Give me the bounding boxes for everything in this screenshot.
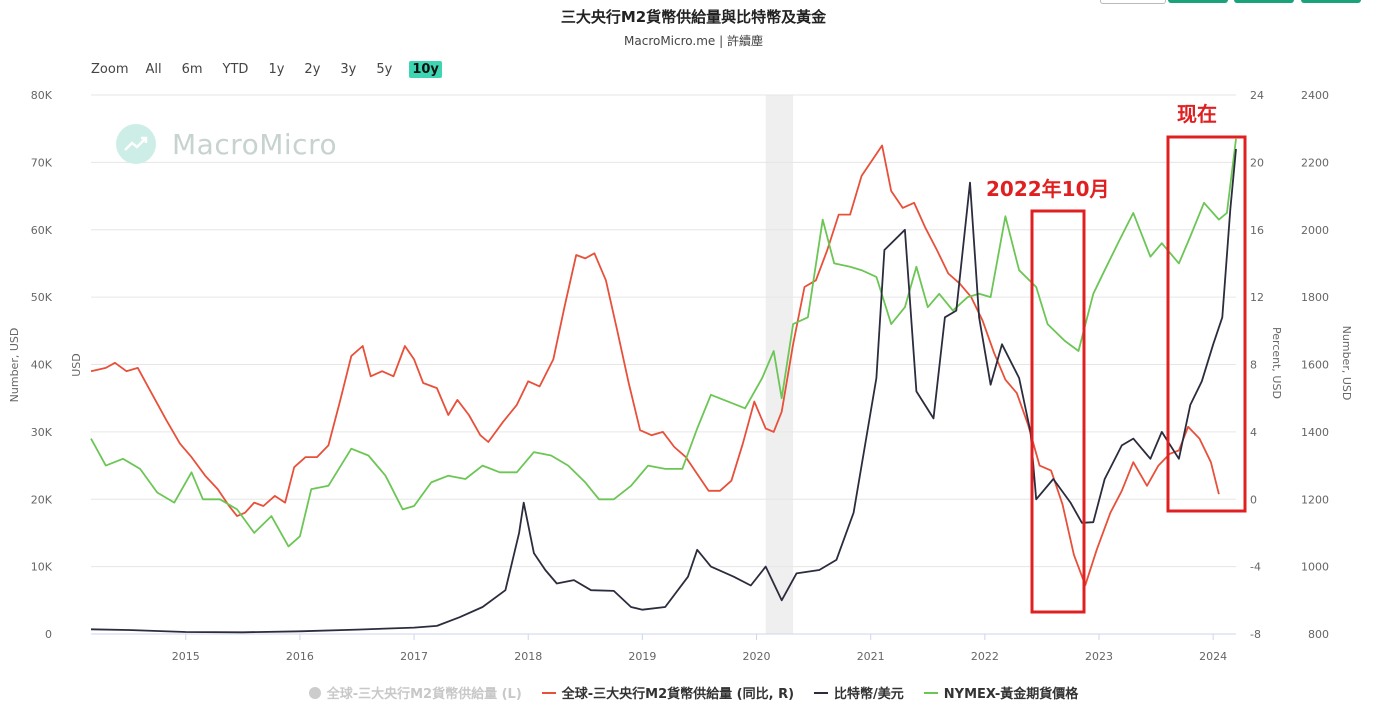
chart-subtitle: MacroMicro.me | 許續塵	[624, 34, 763, 48]
right-gold-tick-label: 1600	[1301, 359, 1329, 372]
x-tick-label: 2015	[172, 650, 200, 663]
series-line-2	[90, 138, 1237, 548]
right-pct-tick-label: 16	[1250, 224, 1264, 237]
right-pct-tick-label: 4	[1250, 426, 1257, 439]
zoom-ytd-button[interactable]: YTD	[222, 62, 249, 77]
right-gold-tick-label: 1800	[1301, 291, 1329, 304]
zoom-bar: Zoom All 6m YTD 1y 2y 3y 5y 10y	[91, 61, 456, 78]
right-pct-tick-label: 8	[1250, 359, 1257, 372]
zoom-all-button[interactable]: All	[145, 62, 162, 77]
left-tick-label: 0	[45, 628, 52, 641]
x-tick-label: 2018	[514, 650, 542, 663]
left-tick-label: 60K	[31, 224, 53, 237]
legend-item-m2-level[interactable]: 全球-三大央行M2貨幣供給量 (L)	[308, 683, 522, 702]
legend-line-icon	[814, 691, 829, 694]
legend-dot-icon	[308, 686, 321, 699]
x-tick-label: 2024	[1199, 650, 1227, 663]
zoom-10y-button[interactable]: 10y	[409, 61, 442, 78]
top-button-1[interactable]	[1100, 0, 1166, 4]
zoom-2y-button[interactable]: 2y	[304, 62, 321, 77]
right-gold-tick-label: 2200	[1301, 156, 1329, 169]
legend-label: 全球-三大央行M2貨幣供給量 (L)	[326, 687, 522, 702]
watermark-text: MacroMicro	[172, 127, 338, 161]
zoom-5y-button[interactable]: 5y	[376, 62, 393, 77]
left-tick-label: 20K	[31, 493, 53, 506]
x-tick-label: 2017	[400, 650, 428, 663]
left-tick-label: 70K	[31, 156, 53, 169]
left-tick-label: 80K	[31, 89, 53, 102]
legend-item-bitcoin[interactable]: 比特幣/美元	[814, 683, 904, 702]
x-tick-label: 2020	[743, 650, 771, 663]
top-button-4[interactable]	[1301, 0, 1361, 3]
x-tick-label: 2019	[628, 650, 656, 663]
macromicro-logo-icon	[116, 124, 156, 164]
series-line-1	[90, 148, 1237, 634]
legend: 全球-三大央行M2貨幣供給量 (L) 全球-三大央行M2貨幣供給量 (同比, R…	[0, 683, 1387, 702]
legend-label: 全球-三大央行M2貨幣供給量 (同比, R)	[561, 687, 795, 702]
right-gold-tick-label: 1200	[1301, 493, 1329, 506]
annotation-oct-2022: 2022年10月	[986, 177, 1110, 201]
zoom-3y-button[interactable]: 3y	[340, 62, 357, 77]
zoom-label: Zoom	[91, 62, 129, 77]
right-pct-tick-label: 24	[1250, 89, 1264, 102]
x-tick-label: 2022	[971, 650, 999, 663]
right-pct-tick-label: -4	[1250, 561, 1261, 574]
top-button-3[interactable]	[1234, 0, 1294, 3]
watermark: MacroMicro	[116, 124, 337, 164]
right-pct-tick-label: 20	[1250, 156, 1264, 169]
legend-item-gold[interactable]: NYMEX-黃金期貨價格	[923, 683, 1079, 702]
top-button-2[interactable]	[1168, 0, 1228, 3]
right-pct-tick-label: 12	[1250, 291, 1264, 304]
trend-icon	[124, 136, 148, 151]
left-axis-unit: USD	[70, 353, 83, 377]
right-gold-tick-label: 1000	[1301, 561, 1329, 574]
right-gold-axis-title: Number, USD	[1340, 326, 1353, 401]
legend-label: 比特幣/美元	[834, 687, 904, 702]
left-axis-title: Number, USD	[8, 328, 21, 403]
legend-line-icon	[923, 691, 938, 694]
right-pct-axis-title: Percent, USD	[1270, 327, 1283, 399]
x-tick-label: 2016	[286, 650, 314, 663]
left-tick-label: 30K	[31, 426, 53, 439]
x-tick-label: 2021	[857, 650, 885, 663]
right-pct-tick-label: 0	[1250, 493, 1257, 506]
right-gold-tick-label: 800	[1308, 628, 1329, 641]
legend-label: NYMEX-黃金期貨價格	[943, 687, 1079, 702]
right-gold-tick-label: 2000	[1301, 224, 1329, 237]
annotation-box-oct-2022	[1030, 209, 1086, 614]
x-tick-label: 2023	[1085, 650, 1113, 663]
annotation-box-now	[1166, 135, 1247, 513]
right-pct-tick-label: -8	[1250, 628, 1261, 641]
left-tick-label: 40K	[31, 359, 53, 372]
legend-line-icon	[541, 691, 556, 694]
right-gold-tick-label: 1400	[1301, 426, 1329, 439]
annotation-now: 现在	[1177, 102, 1217, 126]
left-tick-label: 50K	[31, 291, 53, 304]
zoom-6m-button[interactable]: 6m	[181, 62, 203, 77]
chart-title: 三大央行M2貨幣供給量與比特幣及黃金	[560, 8, 827, 26]
legend-item-m2-yoy[interactable]: 全球-三大央行M2貨幣供給量 (同比, R)	[541, 683, 795, 702]
right-gold-tick-label: 2400	[1301, 89, 1329, 102]
zoom-1y-button[interactable]: 1y	[268, 62, 285, 77]
left-tick-label: 10K	[31, 561, 53, 574]
